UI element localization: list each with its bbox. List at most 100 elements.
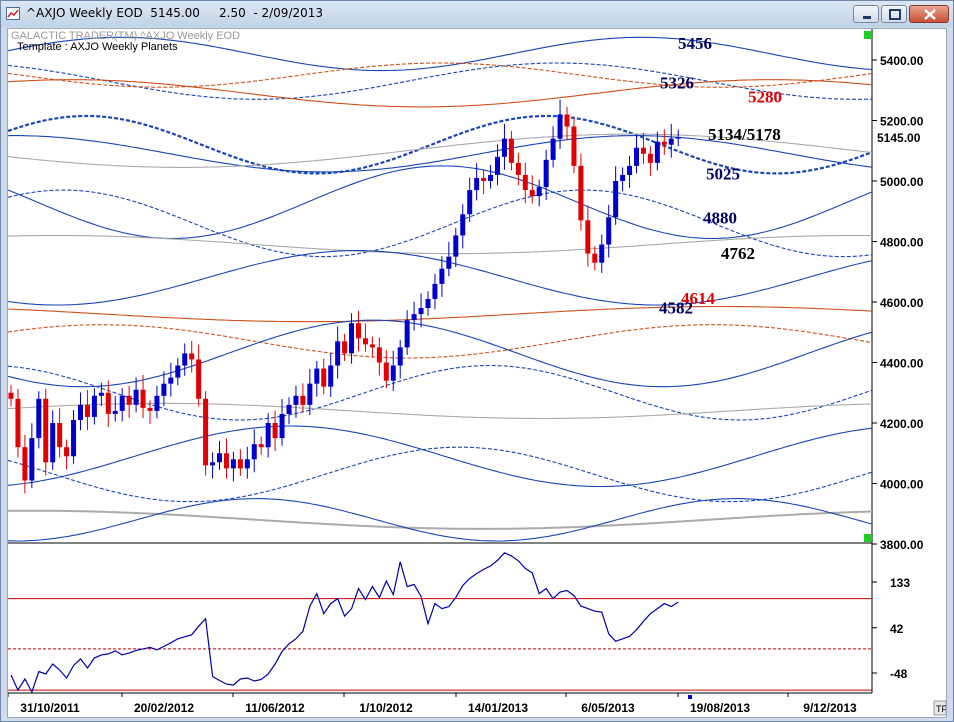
title-bar[interactable]: ^AXJO Weekly EOD 5145.00 2.50 - 2/09/201… — [1, 1, 953, 27]
candle-body — [98, 392, 104, 396]
cycle-line — [8, 402, 873, 420]
candle-body — [258, 444, 264, 448]
price-tick-label: 5200.00 — [880, 115, 924, 129]
candle-body — [536, 187, 542, 197]
price-candles — [8, 99, 681, 494]
candle-body — [196, 359, 202, 399]
candle-body — [272, 423, 278, 439]
candle-body — [78, 404, 83, 420]
candle-body — [585, 220, 591, 254]
price-tick-label: 5000.00 — [880, 175, 924, 189]
date-tick-label: 9/12/2013 — [803, 701, 857, 715]
candle-body — [460, 214, 466, 236]
candle-body — [501, 138, 507, 157]
candle-body — [647, 153, 653, 163]
level-label: 4614 — [681, 289, 716, 308]
maximize-button[interactable] — [881, 5, 907, 23]
oscillator-tick-label: 133 — [890, 576, 910, 590]
candle-body — [307, 383, 313, 405]
top-scroll-marker[interactable] — [864, 31, 872, 39]
oscillator-tick-label: 42 — [890, 622, 904, 636]
cycle-line — [8, 189, 873, 258]
candle-body — [425, 298, 431, 309]
candle-body — [578, 165, 584, 221]
level-label: 5326 — [660, 73, 694, 92]
cycle-line — [8, 133, 873, 168]
level-label: 4880 — [703, 208, 737, 227]
price-tick-label: 4200.00 — [880, 417, 924, 431]
candle-body — [508, 138, 514, 163]
level-label: 5134/5178 — [708, 125, 781, 144]
candle-body — [474, 177, 480, 191]
candle-body — [161, 383, 167, 396]
candle-body — [411, 314, 417, 321]
candle-body — [112, 410, 118, 414]
date-axis[interactable]: 31/10/2011 20/02/2012 11/06/2012 1/10/2012 1… — [8, 693, 857, 715]
last-price-label: 5145.00 — [877, 131, 921, 145]
close-icon — [924, 9, 936, 20]
candle-body — [369, 344, 375, 348]
chart-header-text: GALACTIC TRADER(TM) ^AXJO Weekly EOD — [11, 30, 240, 42]
candle-body — [675, 137, 681, 139]
current-date-marker — [688, 695, 692, 699]
candle-body — [29, 438, 35, 481]
candle-body — [397, 347, 403, 366]
level-label: 5280 — [748, 87, 782, 106]
candle-body — [230, 459, 236, 469]
bottom-scroll-marker[interactable] — [864, 534, 872, 542]
level-labels: 5456 5326 5280 5134/5178 5025 4880 4762 4614458… — [659, 34, 782, 317]
cycle-line — [8, 135, 873, 173]
candle-body — [634, 147, 639, 166]
chart-area[interactable]: 5456 5326 5280 5134/5178 5025 4880 4762 4614 458… — [7, 28, 947, 718]
candle-body — [376, 347, 382, 363]
oscillator-line — [10, 552, 679, 694]
level-label: 5025 — [706, 164, 740, 183]
candle-body — [286, 404, 292, 414]
cycle-line — [8, 364, 873, 421]
candle-body — [8, 392, 14, 399]
candle-body — [627, 165, 633, 175]
timeframe-label: TF — [936, 704, 946, 714]
chart-app-icon — [6, 7, 20, 20]
candle-body — [661, 141, 667, 145]
candle-body — [154, 395, 160, 411]
candle-body — [279, 413, 285, 439]
window-title: ^AXJO Weekly EOD 5145.00 2.50 - 2/09/201… — [26, 6, 324, 20]
price-axis[interactable]: 5400.00 5200.00 5000.00 4800.00 4600.00 4400.… — [872, 54, 924, 552]
candle-body — [640, 147, 646, 154]
candle-body — [140, 389, 146, 408]
candle-body — [522, 174, 528, 191]
candle-body — [543, 159, 549, 188]
candle-body — [175, 365, 181, 378]
candle-body — [599, 244, 605, 263]
candle-body — [606, 217, 612, 245]
cycle-line — [8, 79, 873, 108]
candle-body — [515, 162, 521, 175]
candle-body — [71, 419, 77, 457]
price-tick-label: 4600.00 — [880, 296, 924, 310]
timeframe-button[interactable] — [933, 700, 946, 716]
close-button[interactable] — [909, 5, 949, 23]
candle-body — [210, 462, 216, 466]
candle-body — [349, 323, 355, 354]
candle-body — [147, 407, 153, 411]
price-tick-label: 5400.00 — [880, 54, 924, 68]
candle-body — [293, 395, 299, 405]
chart-canvas[interactable]: 5456 5326 5280 5134/5178 5025 4880 4762 4614458… — [8, 29, 946, 717]
minimize-button[interactable] — [853, 5, 879, 23]
candle-body — [467, 190, 473, 215]
candle-body — [133, 389, 139, 405]
candle-body — [488, 174, 494, 181]
candle-body — [43, 398, 49, 463]
candle-body — [592, 253, 598, 263]
candle-body — [564, 114, 570, 127]
oscillator-tick-label: -48 — [890, 667, 908, 681]
candle-body — [105, 392, 111, 414]
oscillator-panel: 133 42 -48 — [8, 552, 910, 694]
candle-body — [22, 447, 28, 481]
candle-body — [91, 395, 97, 417]
cycle-line — [8, 425, 873, 488]
candle-body — [36, 398, 42, 439]
cycle-line — [8, 234, 872, 255]
